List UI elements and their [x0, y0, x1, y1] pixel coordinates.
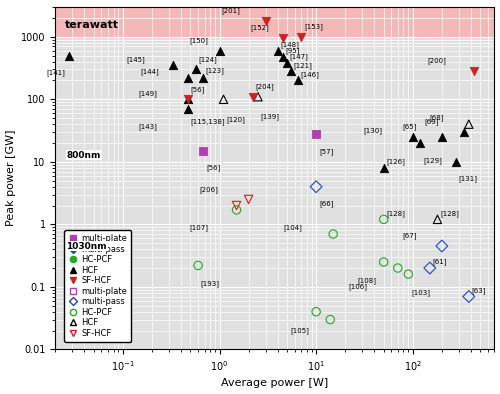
Text: [201]: [201] [222, 7, 240, 14]
Point [278, 35, 286, 41]
Point [184, 96, 192, 102]
Text: [143]: [143] [138, 123, 158, 130]
Point [470, 68, 478, 74]
Text: terawatt: terawatt [64, 20, 118, 30]
Text: [121]: [121] [294, 62, 312, 69]
Y-axis label: Peak power [GW]: Peak power [GW] [6, 130, 16, 227]
Point [465, 121, 473, 127]
Text: [63]: [63] [472, 287, 486, 294]
Text: [107]: [107] [190, 224, 209, 230]
Text: [106]: [106] [348, 283, 368, 290]
Text: [141]: [141] [46, 69, 66, 76]
Text: [144]: [144] [140, 69, 158, 75]
Text: [95]: [95] [286, 47, 300, 54]
Text: [56]: [56] [190, 86, 205, 93]
Text: [120]: [120] [226, 116, 245, 123]
Text: [149]: [149] [138, 90, 158, 97]
Point [460, 129, 468, 135]
Text: [128]: [128] [440, 210, 459, 217]
Text: [139]: [139] [260, 113, 280, 120]
Point [434, 216, 442, 223]
Text: [128]: [128] [386, 210, 406, 217]
Point [192, 66, 200, 72]
Text: [57]: [57] [319, 148, 334, 154]
Point [404, 271, 412, 277]
Point [169, 62, 177, 69]
Point [198, 75, 206, 81]
Text: [68]: [68] [430, 115, 444, 121]
Text: [115,138]: [115,138] [190, 119, 225, 126]
Point [248, 93, 256, 100]
Point [312, 309, 320, 315]
Text: [56]: [56] [206, 165, 220, 171]
Text: [129]: [129] [423, 157, 442, 164]
Point [465, 294, 473, 300]
X-axis label: Average power [W]: Average power [W] [222, 379, 328, 388]
Text: [67]: [67] [402, 232, 417, 239]
Point [184, 75, 192, 81]
Point [232, 207, 240, 213]
Point [297, 33, 305, 40]
Text: [204]: [204] [256, 83, 274, 90]
Text: 800nm: 800nm [66, 151, 100, 160]
Text: [150]: [150] [190, 37, 208, 44]
Point [216, 48, 224, 54]
Point [452, 159, 460, 165]
Text: [130]: [130] [363, 127, 382, 134]
Point [283, 60, 291, 66]
Point [329, 231, 337, 237]
Point [409, 134, 417, 140]
Point [66, 52, 74, 59]
Text: [124]: [124] [198, 56, 218, 63]
Text: [108]: [108] [358, 277, 376, 284]
Text: [146]: [146] [301, 71, 320, 78]
Text: [104]: [104] [284, 225, 302, 231]
Point [232, 203, 240, 209]
Text: [126]: [126] [386, 158, 406, 165]
Point [426, 265, 434, 271]
Point [200, 148, 207, 154]
Point [184, 96, 192, 102]
Legend: multi-plate, multi-pass, HC-PCF, HCF, SF-HCF, multi-plate, multi-pass, HC-PCF, H: multi-plate, multi-pass, HC-PCF, HCF, SF… [64, 230, 132, 342]
Text: [206]: [206] [199, 186, 218, 193]
Point [184, 106, 192, 112]
Point [278, 54, 286, 60]
Point [274, 48, 281, 54]
Point [262, 18, 270, 24]
Text: [65]: [65] [402, 123, 417, 130]
Text: [193]: [193] [201, 281, 220, 288]
Point [326, 316, 334, 323]
Text: [123]: [123] [206, 67, 225, 74]
Text: 1030nm: 1030nm [66, 242, 107, 251]
Text: [152]: [152] [250, 24, 268, 31]
Point [220, 96, 228, 102]
Text: [148]: [148] [280, 41, 299, 48]
Point [312, 184, 320, 190]
Text: [145]: [145] [126, 56, 145, 63]
Point [438, 134, 446, 140]
Text: [103]: [103] [411, 289, 430, 296]
Point [287, 68, 295, 74]
Point [416, 140, 424, 146]
Point [380, 259, 388, 265]
Point [254, 93, 262, 100]
Text: [153]: [153] [304, 23, 323, 30]
Text: [61]: [61] [432, 258, 447, 265]
Text: [66]: [66] [319, 201, 334, 207]
Text: [105]: [105] [290, 327, 309, 334]
Point [244, 196, 252, 203]
Point [380, 216, 388, 223]
Point [194, 262, 202, 269]
Point [312, 131, 320, 137]
Point [438, 243, 446, 249]
Point [394, 265, 402, 271]
Text: [131]: [131] [459, 176, 478, 182]
Point [380, 165, 388, 171]
Bar [56, 0, 494, 37]
Text: [147]: [147] [290, 54, 308, 60]
Point [294, 77, 302, 84]
Text: [69]: [69] [424, 118, 439, 125]
Text: [200]: [200] [428, 58, 446, 64]
